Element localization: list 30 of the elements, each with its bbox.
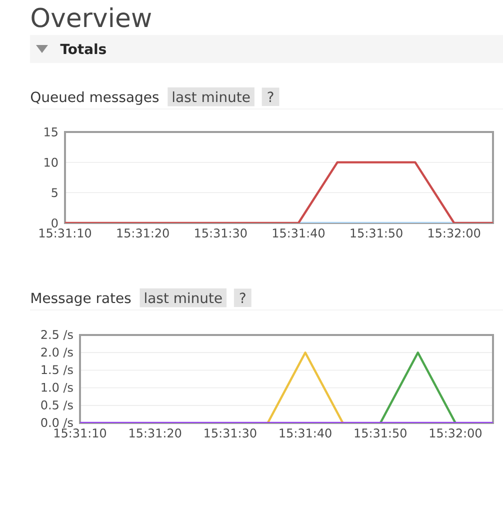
x-tick-label: 15:31:40	[272, 228, 325, 238]
text: last minute	[145, 292, 222, 304]
x-tick-label: 15:31:50	[350, 228, 402, 238]
y-tick-label: 0	[52, 218, 58, 228]
text: ?	[268, 92, 274, 102]
y-tick-label: 2.5 /s	[41, 330, 73, 340]
x-tick-label: 15:31:10	[54, 428, 106, 438]
text: last minute	[172, 91, 250, 102]
y-tick-label: 1.0 /s	[42, 382, 73, 393]
x-tick-label: 15:31:50	[354, 428, 406, 438]
y-tick-label: 15	[44, 128, 58, 136]
x-tick-label: 15:31:30	[195, 228, 247, 238]
x-tick-label: 15:31:40	[280, 428, 332, 438]
x-tick-label: 15:32:00	[428, 228, 480, 238]
x-tick-label: 15:31:10	[39, 228, 92, 238]
x-tick-label: 15:31:20	[117, 228, 169, 238]
y-tick-label: 5	[52, 188, 58, 198]
text: Totals	[60, 43, 106, 54]
y-tick-label: 0.5 /s	[41, 400, 73, 410]
y-tick-label: 0.0 /s	[41, 418, 73, 428]
chart-title: Queued messages	[30, 91, 159, 105]
x-tick-label: 15:31:20	[130, 428, 182, 438]
y-tick-label: 2.0 /s	[41, 348, 73, 358]
text: ?	[240, 292, 246, 303]
text: Overview	[32, 7, 152, 28]
y-tick-label: 1.5 /s	[42, 365, 73, 376]
x-tick-label: 15:31:30	[204, 428, 256, 438]
x-tick-label: 15:32:00	[430, 428, 482, 438]
y-tick-label: 10	[44, 158, 58, 167]
chart-title: Message rates	[32, 292, 131, 306]
